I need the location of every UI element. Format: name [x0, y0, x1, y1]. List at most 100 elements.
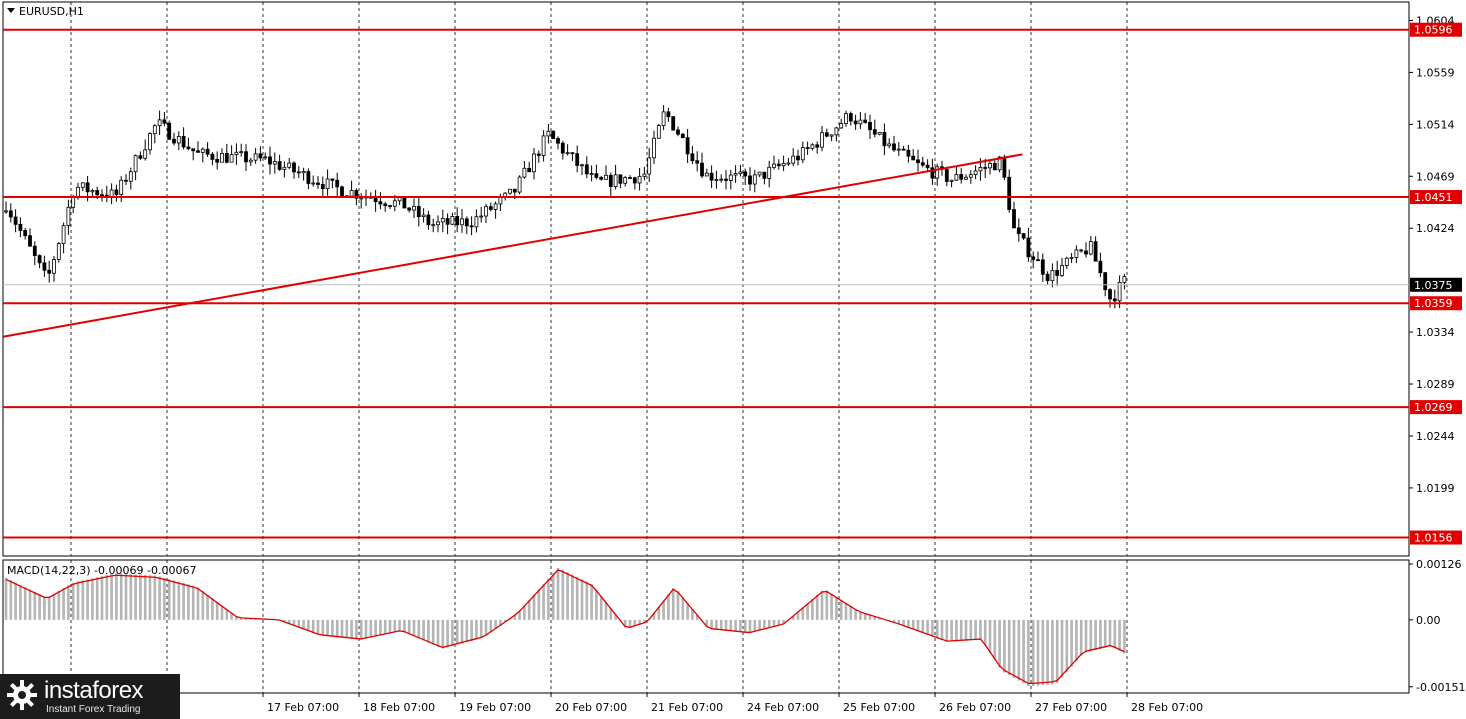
- candle: [968, 174, 973, 178]
- candle: [1040, 259, 1045, 275]
- candle: [786, 162, 791, 165]
- candle: [1031, 256, 1036, 261]
- candle: [973, 170, 978, 176]
- candle: [676, 129, 680, 135]
- candle: [877, 131, 882, 135]
- candle: [119, 179, 124, 195]
- candle: [853, 120, 858, 125]
- candle: [613, 174, 618, 187]
- candle: [220, 152, 224, 163]
- candle: [186, 146, 191, 150]
- candle: [143, 149, 148, 159]
- candle: [1036, 259, 1040, 262]
- candle: [138, 155, 143, 159]
- macd-tick-label-2: -0.00151: [1416, 681, 1465, 694]
- candle: [815, 144, 820, 148]
- candle: [911, 155, 916, 161]
- candle: [901, 148, 906, 151]
- candle: [61, 225, 66, 244]
- candle: [402, 196, 407, 209]
- candle: [320, 184, 325, 190]
- x-tick-label-8: 27 Feb 07:00: [1035, 701, 1107, 714]
- candle: [925, 164, 930, 169]
- candle: [474, 216, 479, 228]
- trend-line[interactable]: [2, 153, 1023, 338]
- x-tick-label-0: 17 Feb 07:00: [267, 701, 339, 714]
- candle: [210, 153, 215, 160]
- candle: [556, 138, 560, 144]
- candle: [172, 138, 176, 144]
- price-tick-label-4: 1.0424: [1416, 222, 1455, 235]
- x-tick-label-1: 18 Feb 07:00: [363, 701, 435, 714]
- candle: [224, 152, 229, 163]
- candle: [1045, 273, 1050, 282]
- price-tick-label-1: 1.0559: [1416, 66, 1455, 79]
- candle: [100, 194, 104, 197]
- candle: [234, 151, 239, 155]
- candle: [1016, 227, 1021, 235]
- level-tag-3: [1410, 400, 1462, 415]
- candle: [776, 163, 781, 167]
- candle: [527, 167, 532, 173]
- candle: [863, 119, 868, 123]
- candle: [4, 210, 8, 213]
- candle: [215, 158, 220, 163]
- macd-title: MACD(14,22,3) -0.00069 -0.00067: [7, 564, 196, 577]
- candle: [90, 190, 95, 193]
- level-tag-label-4: 1.0156: [1414, 532, 1453, 545]
- candle: [992, 163, 997, 171]
- candle: [959, 174, 964, 180]
- price-tick-label-8: 1.0199: [1416, 482, 1455, 495]
- candle: [253, 153, 258, 161]
- candle: [714, 179, 719, 182]
- candle: [388, 205, 392, 208]
- candle: [757, 171, 762, 176]
- candle: [868, 122, 872, 131]
- candle: [421, 214, 426, 218]
- candle: [623, 177, 628, 184]
- price-tick-label-6: 1.0289: [1416, 378, 1455, 391]
- candle: [392, 200, 397, 207]
- x-tick-label-3: 20 Feb 07:00: [555, 701, 627, 714]
- current-price-tag: [1410, 277, 1462, 292]
- candle: [964, 176, 968, 180]
- current-price-label: 1.0375: [1414, 279, 1453, 292]
- level-tag-0: [1410, 22, 1462, 37]
- instaforex-logo: instaforex Instant Forex Trading: [0, 674, 180, 719]
- candle: [1007, 176, 1012, 210]
- candle: [1060, 265, 1064, 276]
- candle: [589, 173, 594, 176]
- candle: [282, 166, 287, 170]
- macd-tick-label-1: 0.00: [1416, 614, 1441, 627]
- price-tick-label-3: 1.0469: [1416, 170, 1455, 183]
- candle: [71, 197, 76, 208]
- candle: [128, 171, 133, 182]
- candle: [244, 151, 248, 163]
- candle: [738, 171, 743, 174]
- dropdown-icon[interactable]: [7, 8, 15, 13]
- candle: [824, 132, 829, 137]
- candle: [378, 201, 383, 205]
- candle: [930, 167, 935, 179]
- candle: [728, 174, 733, 181]
- candle: [277, 161, 282, 170]
- level-tag-2: [1410, 296, 1462, 311]
- candle: [570, 152, 575, 155]
- candle: [584, 164, 589, 175]
- candle: [565, 152, 570, 155]
- x-tick-label-4: 21 Feb 07:00: [651, 701, 723, 714]
- candle: [148, 133, 152, 151]
- candle: [37, 255, 42, 264]
- candle: [436, 221, 440, 226]
- candle: [152, 125, 157, 135]
- level-tag-label-0: 1.0596: [1414, 24, 1453, 37]
- price-pane[interactable]: [2, 1, 1410, 557]
- candle: [700, 162, 704, 177]
- candle: [1098, 260, 1103, 274]
- candle: [647, 157, 652, 175]
- candle: [176, 135, 181, 144]
- candle: [66, 206, 71, 227]
- candle: [632, 177, 637, 184]
- candle: [604, 174, 608, 180]
